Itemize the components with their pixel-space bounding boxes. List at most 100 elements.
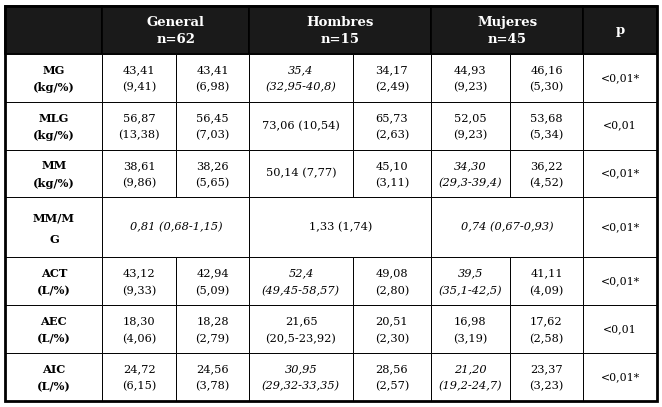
Text: (2,30): (2,30)	[375, 334, 409, 344]
Text: <0,01: <0,01	[603, 324, 637, 334]
Bar	[353, 305, 431, 353]
Text: 73,06 (10,54): 73,06 (10,54)	[262, 120, 340, 131]
Bar	[431, 197, 583, 257]
Bar	[250, 54, 353, 102]
Bar	[103, 197, 250, 257]
Text: (35,1-42,5): (35,1-42,5)	[439, 286, 502, 296]
Bar	[431, 54, 510, 102]
Text: 50,14 (7,77): 50,14 (7,77)	[265, 168, 336, 179]
Text: 43,41: 43,41	[197, 65, 229, 75]
Text: 28,56: 28,56	[375, 364, 408, 374]
Text: 30,95: 30,95	[285, 364, 317, 374]
Text: Mujeres: Mujeres	[477, 16, 538, 29]
Bar	[250, 6, 431, 54]
Text: 0,74 (0,67-0,93): 0,74 (0,67-0,93)	[461, 222, 553, 232]
Text: 41,11: 41,11	[530, 269, 563, 279]
Bar	[353, 102, 431, 150]
Bar	[583, 305, 657, 353]
Bar	[250, 102, 353, 150]
Text: MLG: MLG	[38, 112, 69, 123]
Bar	[176, 150, 250, 197]
Bar	[103, 150, 176, 197]
Text: (9,41): (9,41)	[122, 82, 156, 92]
Bar	[583, 197, 657, 257]
Bar	[431, 6, 583, 54]
Text: 0,81 (0,68-1,15): 0,81 (0,68-1,15)	[130, 222, 222, 232]
Text: (L/%): (L/%)	[37, 381, 71, 392]
Text: 56,45: 56,45	[197, 113, 229, 123]
Text: 24,72: 24,72	[123, 364, 156, 374]
Bar	[250, 257, 353, 305]
Text: 53,68: 53,68	[530, 113, 563, 123]
Text: 52,05: 52,05	[454, 113, 487, 123]
Bar	[5, 54, 103, 102]
Text: (3,19): (3,19)	[453, 334, 488, 344]
Text: 21,20: 21,20	[454, 364, 487, 374]
Bar	[510, 54, 583, 102]
Text: 45,10: 45,10	[375, 161, 408, 171]
Bar	[431, 150, 510, 197]
Text: 34,30: 34,30	[454, 161, 487, 171]
Text: (5,65): (5,65)	[195, 178, 230, 188]
Text: n=15: n=15	[321, 33, 359, 46]
Bar	[583, 54, 657, 102]
Text: (6,15): (6,15)	[122, 381, 156, 392]
Bar	[5, 257, 103, 305]
Bar	[510, 102, 583, 150]
Bar	[250, 6, 431, 54]
Text: 21,65: 21,65	[285, 317, 317, 326]
Bar	[250, 150, 353, 197]
Text: (2,58): (2,58)	[529, 334, 563, 344]
Text: (4,52): (4,52)	[529, 178, 563, 188]
Bar	[250, 353, 353, 401]
Bar	[353, 353, 431, 401]
Bar	[583, 6, 657, 54]
Text: 56,87: 56,87	[123, 113, 156, 123]
Text: (7,03): (7,03)	[195, 130, 230, 140]
Bar	[103, 257, 176, 305]
Text: (9,23): (9,23)	[453, 82, 488, 92]
Bar	[583, 257, 657, 305]
Text: 24,56: 24,56	[197, 364, 229, 374]
Text: (32,95-40,8): (32,95-40,8)	[265, 82, 336, 92]
Text: 42,94: 42,94	[197, 269, 229, 279]
Text: (kg/%): (kg/%)	[33, 177, 75, 188]
Bar	[176, 305, 250, 353]
Bar	[431, 353, 510, 401]
Bar	[5, 54, 103, 102]
Bar	[353, 54, 431, 102]
Text: AEC: AEC	[40, 316, 67, 327]
Text: <0,01: <0,01	[603, 121, 637, 131]
Bar	[353, 150, 431, 197]
Bar	[103, 353, 176, 401]
Text: 36,22: 36,22	[530, 161, 563, 171]
Text: <0,01*: <0,01*	[600, 372, 639, 382]
Text: 38,61: 38,61	[123, 161, 156, 171]
Text: 65,73: 65,73	[375, 113, 408, 123]
Bar	[5, 150, 103, 197]
Text: 35,4: 35,4	[289, 65, 314, 75]
Text: 34,17: 34,17	[375, 65, 408, 75]
Bar	[5, 353, 103, 401]
Text: p: p	[615, 24, 624, 37]
Text: AIC: AIC	[42, 364, 66, 375]
Bar	[103, 54, 176, 102]
Bar	[176, 54, 250, 102]
Bar	[5, 150, 103, 197]
Text: General: General	[147, 16, 205, 29]
Bar	[5, 6, 103, 54]
Text: 44,93: 44,93	[454, 65, 487, 75]
Bar	[353, 257, 431, 305]
Text: (L/%): (L/%)	[37, 285, 71, 296]
Bar	[583, 353, 657, 401]
Bar	[103, 6, 250, 54]
Bar	[176, 102, 250, 150]
Bar	[510, 150, 583, 197]
Bar	[5, 102, 103, 150]
Bar	[5, 197, 103, 257]
Text: 23,37: 23,37	[530, 364, 563, 374]
Text: 17,62: 17,62	[530, 317, 563, 326]
Text: ACT: ACT	[40, 268, 67, 279]
Text: 46,16: 46,16	[530, 65, 563, 75]
Bar	[583, 6, 657, 54]
